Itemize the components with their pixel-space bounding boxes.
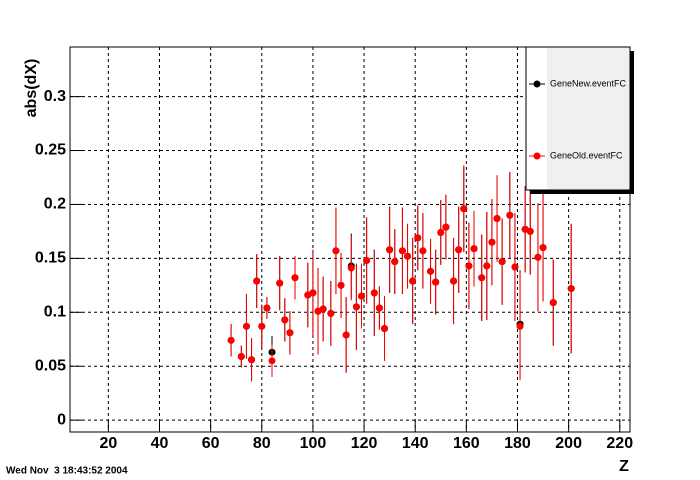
point bbox=[375, 304, 383, 312]
point bbox=[534, 253, 542, 261]
point bbox=[276, 279, 284, 287]
y-tick-label: 0.2 bbox=[44, 196, 66, 213]
x-tick-label: 80 bbox=[253, 435, 271, 452]
point bbox=[237, 353, 245, 361]
point bbox=[409, 277, 417, 285]
point bbox=[432, 278, 440, 286]
point bbox=[470, 245, 478, 253]
point bbox=[526, 227, 534, 235]
point bbox=[460, 205, 468, 213]
x-tick-label: 20 bbox=[99, 435, 117, 452]
x-tick-label: 120 bbox=[351, 435, 378, 452]
point bbox=[253, 277, 261, 285]
point bbox=[248, 356, 256, 364]
x-tick-label: 100 bbox=[300, 435, 327, 452]
point bbox=[391, 258, 399, 266]
point bbox=[332, 247, 340, 255]
legend-label: GeneOld.eventFC bbox=[550, 150, 623, 160]
x-tick-label: 220 bbox=[606, 435, 633, 452]
legend-marker bbox=[533, 80, 541, 88]
y-tick-label: 0 bbox=[57, 411, 66, 428]
point bbox=[450, 277, 458, 285]
point bbox=[363, 257, 371, 265]
point bbox=[549, 299, 557, 307]
point bbox=[539, 244, 547, 252]
point bbox=[347, 264, 355, 272]
point bbox=[370, 289, 378, 297]
point bbox=[309, 289, 317, 297]
x-tick-label: 60 bbox=[202, 435, 220, 452]
point bbox=[419, 247, 427, 255]
point bbox=[381, 324, 389, 332]
point bbox=[478, 274, 486, 282]
point bbox=[342, 331, 350, 339]
point bbox=[511, 263, 519, 271]
point bbox=[386, 246, 394, 254]
point bbox=[242, 322, 250, 330]
plot-frame bbox=[69, 46, 631, 433]
point bbox=[516, 322, 524, 330]
point bbox=[567, 285, 575, 293]
point bbox=[455, 246, 463, 254]
point bbox=[352, 303, 360, 311]
point bbox=[291, 274, 299, 282]
point bbox=[483, 262, 491, 270]
point bbox=[414, 234, 422, 242]
point bbox=[488, 238, 496, 246]
point bbox=[358, 292, 366, 300]
x-tick-label: 200 bbox=[555, 435, 582, 452]
legend-label: GeneNew.eventFC bbox=[550, 78, 627, 88]
x-tick-label: 140 bbox=[402, 435, 429, 452]
y-tick-label: 0.25 bbox=[35, 142, 66, 159]
point bbox=[442, 223, 450, 231]
point bbox=[319, 305, 327, 313]
point bbox=[498, 258, 506, 266]
y-tick-label: 0.1 bbox=[44, 304, 66, 321]
point bbox=[286, 329, 294, 337]
x-tick-label: 40 bbox=[151, 435, 169, 452]
x-tick-label: 180 bbox=[504, 435, 531, 452]
point bbox=[404, 252, 412, 260]
timestamp: Wed Nov 3 18:43:52 2004 bbox=[6, 466, 128, 477]
point bbox=[227, 336, 235, 344]
x-tick-label: 160 bbox=[453, 435, 480, 452]
y-tick-label: 0.3 bbox=[44, 88, 66, 105]
point bbox=[258, 322, 266, 330]
x-axis-label: Z bbox=[619, 458, 629, 475]
point bbox=[506, 211, 514, 219]
point bbox=[398, 247, 406, 255]
point bbox=[327, 309, 335, 317]
point bbox=[465, 262, 473, 270]
legend-marker bbox=[533, 152, 541, 160]
point bbox=[281, 316, 289, 324]
legend-inner bbox=[527, 48, 547, 189]
y-axis-label: abs(dX) bbox=[23, 59, 40, 118]
y-tick-label: 0.05 bbox=[35, 357, 66, 374]
point bbox=[493, 214, 501, 222]
point bbox=[268, 357, 276, 365]
point bbox=[427, 267, 435, 275]
point bbox=[263, 304, 271, 312]
point bbox=[337, 281, 345, 289]
point bbox=[437, 228, 445, 236]
y-tick-label: 0.15 bbox=[35, 250, 66, 267]
